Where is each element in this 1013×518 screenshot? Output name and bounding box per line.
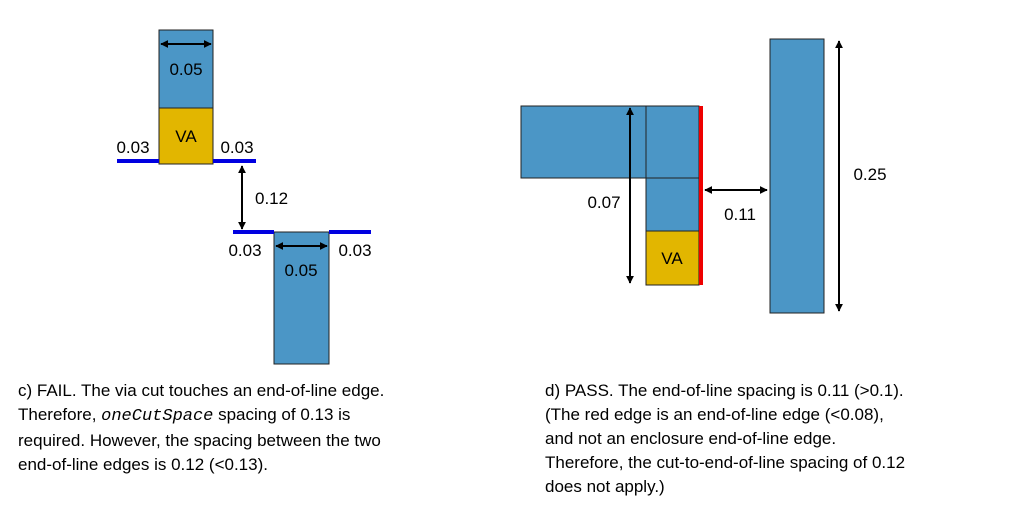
caption-d-line4: Therefore, the cut-to-end-of-line spacin… xyxy=(545,453,906,472)
c-top-via-label: VA xyxy=(175,127,197,146)
c-top-left-ext-label: 0.03 xyxy=(116,138,149,157)
d-right-metal xyxy=(769,38,825,314)
d-right-height-label: 0.25 xyxy=(853,165,886,184)
c-bottom-right-ext-label: 0.03 xyxy=(338,241,371,260)
caption-c-code: oneCutSpace xyxy=(101,407,214,426)
diagram-d: VA 0.07 0.11 0.25 xyxy=(520,38,887,314)
diagram-c: VA 0.05 0.03 0.03 0.12 0.03 0.03 0.05 xyxy=(116,29,372,365)
caption-fail: c) FAIL. The via cut touches an end-of-l… xyxy=(18,379,384,477)
d-via-label: VA xyxy=(661,249,683,268)
d-spacing-label: 0.11 xyxy=(724,205,756,224)
c-top-width-label: 0.05 xyxy=(169,60,202,79)
caption-c-line4: end-of-line edges is 0.12 (<0.13). xyxy=(18,455,268,474)
c-bottom-left-ext-label: 0.03 xyxy=(228,241,261,260)
c-top-right-ext-label: 0.03 xyxy=(220,138,253,157)
c-bottom-metal xyxy=(273,231,330,365)
caption-c-line2: Therefore, oneCutSpace spacing of 0.13 i… xyxy=(18,403,384,429)
d-vertical-metal xyxy=(645,105,700,233)
caption-d-line1: d) PASS. The end-of-line spacing is 0.11… xyxy=(545,381,904,400)
caption-c-line2-pre: Therefore, xyxy=(18,405,102,424)
caption-c-line1: c) FAIL. The via cut touches an end-of-l… xyxy=(18,381,385,400)
caption-d-line3: and not an enclosure end-of-line edge. xyxy=(545,429,837,448)
d-height-label: 0.07 xyxy=(587,193,620,212)
caption-d-line2: (The red edge is an end-of-line edge (<0… xyxy=(545,405,884,424)
caption-c-line3: required. However, the spacing between t… xyxy=(18,431,381,450)
caption-d-line5: does not apply.) xyxy=(545,477,665,496)
c-spacing-label: 0.12 xyxy=(255,189,288,208)
caption-pass: d) PASS. The end-of-line spacing is 0.11… xyxy=(545,379,905,499)
caption-c-line2-post: spacing of 0.13 is xyxy=(213,405,351,424)
c-bottom-width-label: 0.05 xyxy=(284,261,317,280)
c-top-via xyxy=(158,107,214,165)
